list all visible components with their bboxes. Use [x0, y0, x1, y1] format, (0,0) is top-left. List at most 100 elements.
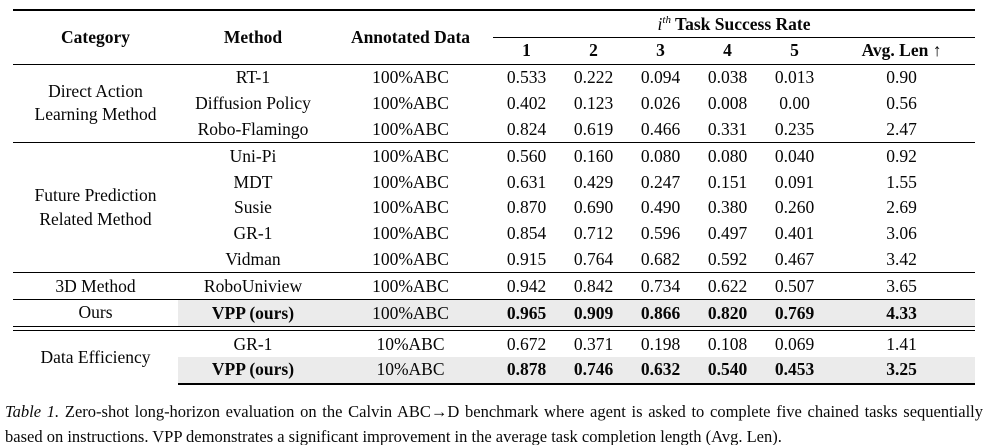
- annotated-data-cell: 100%ABC: [372, 249, 449, 270]
- avg-len-cell: 1.41: [886, 333, 917, 354]
- annotated-data-cell: 100%ABC: [372, 171, 449, 192]
- success-rate-cell: 0.160: [560, 142, 627, 170]
- annotated-data-cell: 100%ABC: [328, 272, 493, 300]
- annotated-data-cell: 100%ABC: [372, 93, 449, 114]
- success-rate-cell: 0.915: [506, 249, 547, 270]
- success-rate-cell: 0.682: [640, 249, 681, 270]
- column-header-task-3: 3: [627, 37, 694, 65]
- success-rate-cell: 0.380: [707, 197, 748, 218]
- column-header-task-4: 4: [694, 37, 761, 65]
- method-cell: GR-1: [233, 223, 273, 244]
- double-rule-divider: [13, 326, 976, 332]
- success-rate-cell: 0.824: [506, 118, 547, 139]
- success-rate-cell: 0.965: [493, 299, 560, 327]
- column-header-task-1: 1: [493, 37, 560, 65]
- success-rate-cell: 0.592: [707, 249, 748, 270]
- table-row: Susie 100%ABC 0.870 0.690 0.490 0.380 0.…: [13, 195, 975, 221]
- caption-text: Zero-shot long-horizon evaluation on the…: [5, 401, 984, 445]
- success-rate-cell: 0.560: [493, 142, 560, 170]
- success-rate-cell: 0.712: [573, 223, 614, 244]
- success-rate-cell: 0.00: [779, 93, 810, 114]
- success-rate-cell: 0.866: [627, 299, 694, 327]
- column-header-avg-len: Avg. Len ↑: [828, 37, 976, 65]
- success-rate-cell: 0.672: [506, 333, 547, 354]
- success-rate-cell: 0.091: [774, 171, 815, 192]
- ith-superscript: th: [662, 13, 671, 26]
- annotated-data-cell: 100%ABC: [372, 223, 449, 244]
- success-rate-cell: 0.453: [761, 356, 828, 385]
- success-rate-cell: 0.690: [573, 197, 614, 218]
- avg-len-cell: 3.65: [828, 272, 976, 300]
- success-rate-cell: 0.198: [640, 333, 681, 354]
- success-rate-cell: 0.467: [774, 249, 815, 270]
- category-cell: Data Efficiency: [40, 346, 151, 367]
- success-rate-cell: 0.490: [640, 197, 681, 218]
- table-row: Data Efficiency GR-1 10%ABC 0.672 0.371 …: [13, 331, 975, 367]
- method-cell: Diffusion Policy: [195, 93, 311, 114]
- success-rate-cell: 0.080: [627, 142, 694, 170]
- column-header-task-2: 2: [560, 37, 627, 65]
- success-rate-cell: 0.008: [707, 93, 748, 114]
- table-row: Diffusion Policy 100%ABC 0.402 0.123 0.0…: [13, 91, 975, 117]
- success-rate-cell: 0.123: [573, 93, 614, 114]
- success-rate-cell: 0.622: [694, 272, 761, 300]
- success-rate-cell: 0.497: [707, 223, 748, 244]
- caption-label: Table 1.: [5, 401, 60, 421]
- success-rate-cell: 0.080: [694, 142, 761, 170]
- success-rate-cell: 0.842: [560, 272, 627, 300]
- avg-len-cell: 2.69: [886, 197, 917, 218]
- method-cell: Uni-Pi: [178, 142, 328, 170]
- success-rate-cell: 0.235: [774, 118, 815, 139]
- ith-variable: i: [657, 13, 663, 34]
- avg-len-cell: 3.25: [828, 356, 976, 385]
- success-rate-cell: 0.401: [774, 223, 815, 244]
- avg-len-cell: 0.92: [828, 142, 976, 170]
- method-cell: VPP (ours): [178, 299, 328, 327]
- success-rate-cell: 0.632: [627, 356, 694, 385]
- table-row: Future Prediction Related Method Uni-Pi …: [13, 142, 976, 273]
- success-rate-cell: 0.870: [506, 197, 547, 218]
- annotated-data-cell: 10%ABC: [376, 333, 445, 354]
- success-rate-cell: 0.909: [560, 299, 627, 327]
- success-rate-cell: 0.854: [506, 223, 547, 244]
- success-rate-cell: 0.026: [640, 93, 681, 114]
- results-table-container: Category Method Annotated Data ith Task …: [13, 8, 976, 385]
- table-row: Vidman 100%ABC 0.915 0.764 0.682 0.592 0…: [13, 247, 975, 273]
- method-cell: RT-1: [178, 63, 328, 91]
- success-rate-cell: 0.942: [493, 272, 560, 300]
- column-header-annotated-data: Annotated Data: [328, 8, 493, 65]
- success-rate-cell: 0.878: [493, 356, 560, 385]
- column-header-method: Method: [178, 8, 328, 65]
- method-cell: Vidman: [225, 249, 281, 270]
- success-rate-cell: 0.631: [506, 171, 547, 192]
- success-rate-cell: 0.222: [560, 63, 627, 91]
- success-rate-cell: 0.151: [707, 171, 748, 192]
- results-table: Category Method Annotated Data ith Task …: [13, 8, 976, 385]
- annotated-data-cell: 100%ABC: [328, 142, 493, 170]
- avg-len-cell: 1.55: [886, 171, 917, 192]
- success-rate-cell: 0.038: [694, 63, 761, 91]
- method-cell: GR-1: [233, 333, 273, 354]
- success-rate-cell: 0.820: [694, 299, 761, 327]
- table-row: Direct Action Learning Method RT-1 100%A…: [13, 63, 976, 143]
- success-rate-cell: 0.769: [761, 299, 828, 327]
- success-rate-cell: 0.429: [573, 171, 614, 192]
- success-rate-cell: 0.466: [640, 118, 681, 139]
- success-rate-cell: 0.540: [694, 356, 761, 385]
- success-rate-cell: 0.108: [707, 333, 748, 354]
- success-rate-cell: 0.734: [627, 272, 694, 300]
- avg-len-cell: 3.42: [886, 249, 917, 270]
- column-header-task-success-rate: ith Task Success Rate: [493, 8, 976, 38]
- method-cell: Susie: [234, 197, 272, 218]
- annotated-data-cell: 100%ABC: [328, 63, 493, 91]
- success-rate-cell: 0.764: [573, 249, 614, 270]
- avg-len-cell: 0.90: [828, 63, 976, 91]
- success-rate-cell: 0.746: [560, 356, 627, 385]
- table-caption: Table 1. Zero-shot long-horizon evaluati…: [5, 399, 983, 445]
- avg-len-cell: 4.33: [828, 299, 976, 327]
- success-rate-cell: 0.013: [761, 63, 828, 91]
- column-header-category: Category: [13, 8, 178, 65]
- avg-len-cell: 2.47: [886, 118, 917, 139]
- success-rate-cell: 0.247: [640, 171, 681, 192]
- category-cell: Direct Action Learning Method: [13, 63, 178, 143]
